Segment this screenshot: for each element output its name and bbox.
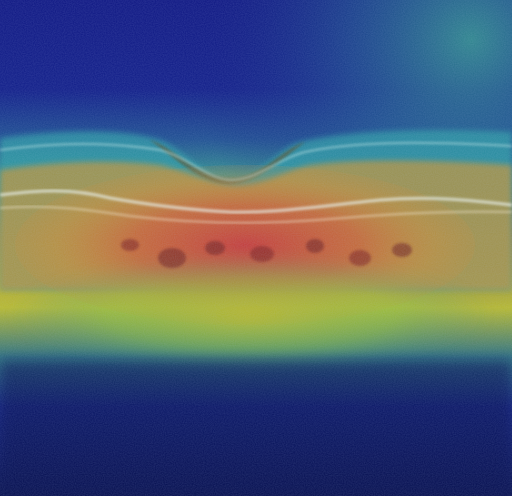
noise-overlay	[0, 0, 512, 496]
oct-heatmap-image	[0, 0, 512, 496]
retina-heatmap-figure	[0, 0, 512, 496]
